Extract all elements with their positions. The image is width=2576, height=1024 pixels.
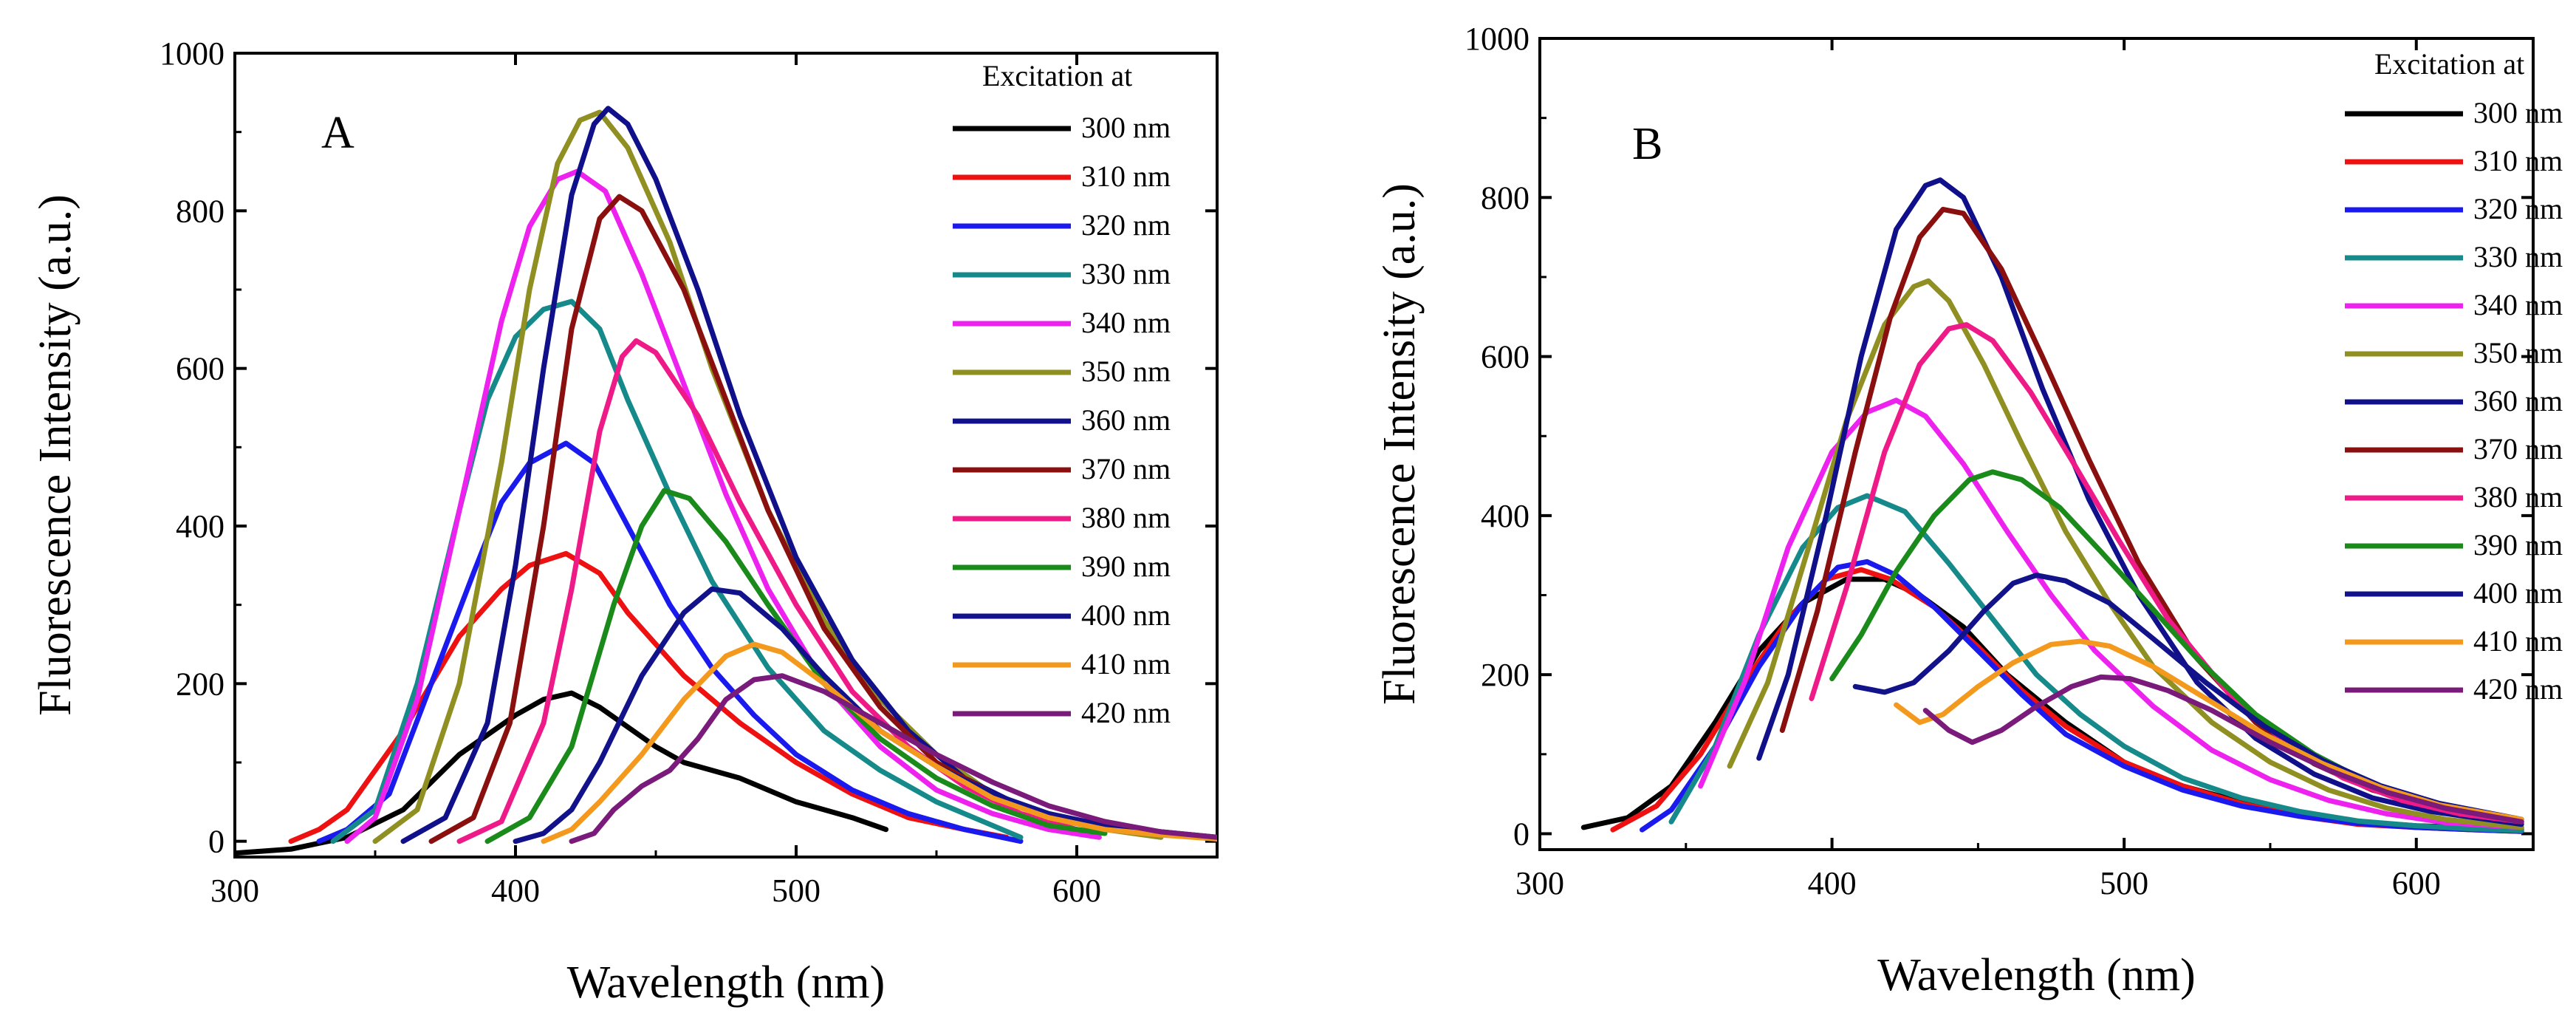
y-tick-label: 800: [176, 193, 225, 229]
panel-letter: A: [321, 108, 354, 158]
legend-label: 380 nm: [1081, 501, 1171, 534]
series-line-410-nm: [1894, 638, 2524, 822]
x-axis-title: Wavelength (nm): [1877, 950, 2196, 1000]
legend-title: Excitation at: [982, 59, 1132, 92]
series-line-330-nm: [1668, 493, 2524, 833]
series-line-370-nm: [1779, 206, 2524, 825]
series-line-340-nm: [344, 168, 1102, 844]
x-tick-label: 300: [210, 873, 259, 909]
y-tick-label: 200: [176, 666, 225, 702]
legend-label: 370 nm: [2473, 432, 2563, 465]
y-tick-label: 600: [1481, 339, 1530, 375]
y-tick-label: 0: [208, 824, 225, 860]
legend-label: 340 nm: [2473, 288, 2563, 321]
series-line-380-nm: [1809, 322, 2524, 825]
legend-label: 410 nm: [1081, 647, 1171, 680]
legend-label: 300 nm: [1081, 111, 1171, 144]
x-tick-label: 400: [1808, 865, 1857, 901]
series-line-410-nm: [541, 641, 1217, 844]
legend-label: 400 nm: [2473, 576, 2563, 610]
panel-a-chart: 300 400 500 600 0 200 400 600 800 1000 Wavelength …: [30, 35, 1219, 1008]
legend-label: 330 nm: [2473, 240, 2563, 273]
legend-label: 340 nm: [1081, 306, 1171, 339]
legend: Excitation at 300 nm 310 nm 320 nm 330 nm 340…: [953, 59, 1171, 729]
series-line-300-nm: [235, 690, 889, 856]
x-axis-title: Wavelength (nm): [567, 958, 886, 1008]
series-line-340-nm: [1698, 397, 2524, 830]
legend-label: 320 nm: [1081, 208, 1171, 242]
y-axis-title: Fluorescence Intensity (a.u.): [30, 194, 80, 716]
legend-label: 330 nm: [1081, 257, 1171, 290]
legend-label: 360 nm: [1081, 403, 1171, 437]
x-tick-label: 500: [772, 873, 821, 909]
series-line-360-nm: [1756, 177, 2524, 827]
plot-frame: [1538, 37, 2535, 851]
legend-label: 390 nm: [1081, 550, 1171, 583]
y-tick-label: 200: [1481, 657, 1530, 693]
x-tick-label: 500: [2100, 865, 2148, 901]
series-line-400-nm: [513, 586, 1217, 844]
legend-label: 360 nm: [2473, 384, 2563, 417]
legend-label: 300 nm: [2473, 96, 2563, 129]
y-tick-label: 400: [1481, 498, 1530, 534]
y-tick-label: 400: [176, 508, 225, 545]
y-tick-label: 1000: [1465, 21, 1530, 57]
legend-label: 310 nm: [1081, 160, 1171, 193]
series-line-420-nm: [569, 673, 1217, 844]
legend-label: 420 nm: [1081, 696, 1171, 729]
legend-label: 410 nm: [2473, 624, 2563, 658]
plot-frame: [233, 52, 1219, 859]
legend-label: 310 nm: [2473, 144, 2563, 177]
legend-label: 380 nm: [2473, 480, 2563, 513]
x-tick-label: 400: [491, 873, 540, 909]
y-tick-label: 0: [1513, 816, 1530, 852]
series-line-320-nm: [316, 440, 1024, 844]
legend-label: 420 nm: [2473, 672, 2563, 706]
series-line-310-nm: [288, 550, 1010, 844]
series-group: [235, 106, 1217, 856]
series-line-390-nm: [1829, 469, 2524, 822]
series-line-390-nm: [484, 488, 1108, 844]
y-tick-label: 1000: [160, 35, 225, 72]
legend-label: 320 nm: [2473, 192, 2563, 225]
series-line-420-nm: [1922, 674, 2524, 825]
x-tick-label: 600: [1052, 873, 1101, 909]
legend-label: 400 nm: [1081, 598, 1171, 632]
y-tick-label: 600: [176, 351, 225, 387]
y-axis-title: Fluorescence Intensity (a.u.): [1374, 183, 1425, 705]
legend-label: 390 nm: [2473, 528, 2563, 562]
series-group: [1580, 177, 2524, 834]
y-tick-label: 800: [1481, 180, 1530, 216]
panel-letter: B: [1632, 119, 1662, 169]
x-tick-label: 300: [1515, 865, 1564, 901]
legend-label: 350 nm: [1081, 355, 1171, 388]
legend-label: 370 nm: [1081, 452, 1171, 485]
x-tick-label: 600: [2392, 865, 2441, 901]
legend-label: 350 nm: [2473, 336, 2563, 369]
panel-b-chart: 300 400 500 600 0 200 400 600 800 1000 Wavelength …: [1374, 21, 2563, 1000]
legend: Excitation at 300 nm 310 nm 320 nm 330 nm 340…: [2345, 47, 2563, 706]
legend-title: Excitation at: [2374, 47, 2524, 81]
